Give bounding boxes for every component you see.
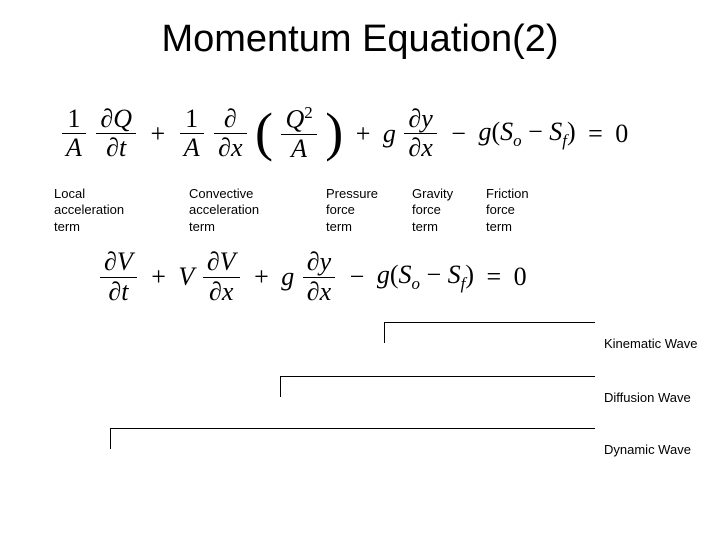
label-text: Local bbox=[54, 186, 85, 201]
page-title: Momentum Equation(2) bbox=[0, 18, 720, 61]
label-kinematic-wave: Kinematic Wave bbox=[604, 336, 697, 351]
label-text: term bbox=[54, 219, 80, 234]
bracket-kinematic bbox=[384, 322, 595, 343]
label-text: Convective bbox=[189, 186, 253, 201]
slide: Momentum Equation(2) 1A ∂Q∂t + 1A ∂∂x ( … bbox=[0, 0, 720, 540]
label-text: force bbox=[412, 202, 441, 217]
label-convective: Convective acceleration term bbox=[189, 186, 259, 235]
label-friction: Friction force term bbox=[486, 186, 529, 235]
label-text: term bbox=[486, 219, 512, 234]
label-local: Local acceleration term bbox=[54, 186, 124, 235]
bracket-diffusion bbox=[280, 376, 595, 397]
equation-2: ∂V∂t + V ∂V∂x + g ∂y∂x − g(So − Sf) = 0 bbox=[98, 248, 527, 306]
label-text: Gravity bbox=[412, 186, 453, 201]
label-text: Friction bbox=[486, 186, 529, 201]
label-dynamic-wave: Dynamic Wave bbox=[604, 442, 691, 457]
label-text: acceleration bbox=[189, 202, 259, 217]
label-text: term bbox=[412, 219, 438, 234]
equation-1: 1A ∂Q∂t + 1A ∂∂x ( Q2A ) + g ∂y∂x − g(So… bbox=[60, 104, 628, 164]
label-text: acceleration bbox=[54, 202, 124, 217]
label-text: Pressure bbox=[326, 186, 378, 201]
label-gravity: Gravity force term bbox=[412, 186, 453, 235]
label-diffusion-wave: Diffusion Wave bbox=[604, 390, 691, 405]
label-text: force bbox=[486, 202, 515, 217]
label-text: term bbox=[326, 219, 352, 234]
label-text: term bbox=[189, 219, 215, 234]
label-pressure: Pressure force term bbox=[326, 186, 378, 235]
bracket-dynamic bbox=[110, 428, 595, 449]
label-text: force bbox=[326, 202, 355, 217]
